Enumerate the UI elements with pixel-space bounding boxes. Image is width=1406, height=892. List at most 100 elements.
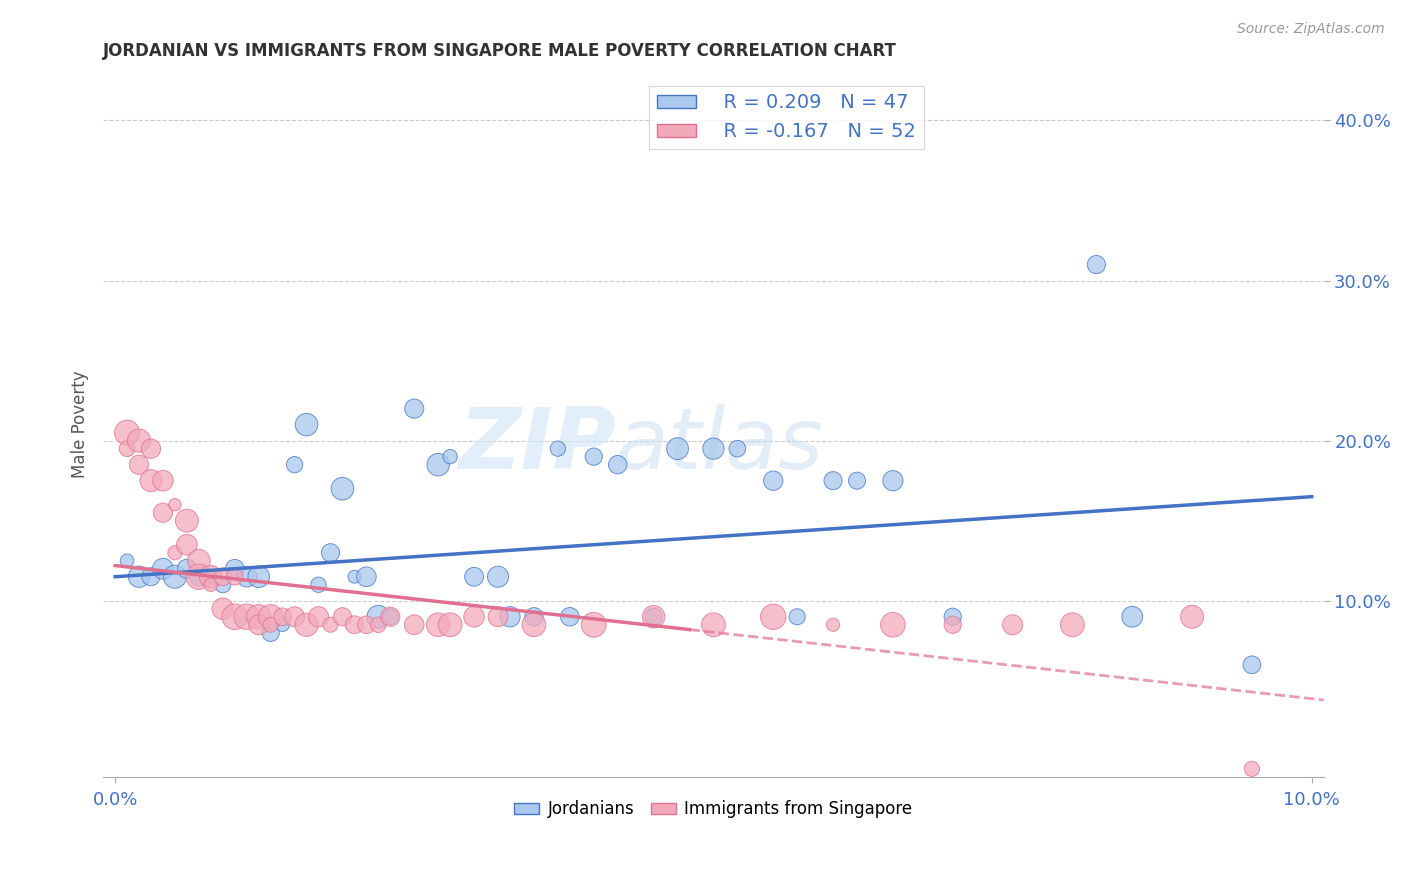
Text: JORDANIAN VS IMMIGRANTS FROM SINGAPORE MALE POVERTY CORRELATION CHART: JORDANIAN VS IMMIGRANTS FROM SINGAPORE M…: [103, 42, 897, 60]
Point: [211, 570, 233, 584]
Point: [139, 570, 162, 584]
Point: [332, 609, 354, 624]
Point: [332, 482, 354, 496]
Point: [176, 538, 198, 552]
Point: [523, 609, 546, 624]
Point: [200, 570, 222, 584]
Point: [260, 609, 283, 624]
Point: [558, 609, 581, 624]
Point: [115, 442, 138, 456]
Point: [187, 554, 209, 568]
Text: Source: ZipAtlas.com: Source: ZipAtlas.com: [1237, 22, 1385, 37]
Point: [882, 617, 904, 632]
Point: [139, 474, 162, 488]
Point: [1062, 617, 1084, 632]
Point: [271, 609, 294, 624]
Point: [163, 570, 186, 584]
Point: [319, 617, 342, 632]
Point: [284, 458, 307, 472]
Point: [463, 609, 485, 624]
Point: [762, 609, 785, 624]
Point: [356, 617, 378, 632]
Point: [235, 609, 257, 624]
Point: [823, 474, 845, 488]
Point: [367, 609, 389, 624]
Point: [582, 617, 605, 632]
Point: [823, 617, 845, 632]
Point: [176, 562, 198, 576]
Point: [702, 617, 724, 632]
Point: [152, 474, 174, 488]
Point: [404, 401, 426, 416]
Point: [762, 474, 785, 488]
Point: [547, 442, 569, 456]
Point: [725, 442, 748, 456]
Point: [319, 546, 342, 560]
Point: [942, 609, 965, 624]
Point: [786, 609, 808, 624]
Point: [211, 601, 233, 615]
Point: [128, 458, 150, 472]
Point: [427, 458, 450, 472]
Point: [343, 570, 366, 584]
Point: [380, 609, 402, 624]
Point: [200, 570, 222, 584]
Point: [1001, 617, 1024, 632]
Point: [247, 570, 270, 584]
Point: [284, 609, 307, 624]
Point: [308, 609, 330, 624]
Point: [260, 617, 283, 632]
Point: [356, 570, 378, 584]
Point: [380, 609, 402, 624]
Point: [486, 609, 509, 624]
Point: [295, 617, 318, 632]
Point: [308, 578, 330, 592]
Point: [439, 617, 461, 632]
Point: [163, 498, 186, 512]
Point: [224, 570, 246, 584]
Point: [128, 570, 150, 584]
Point: [486, 570, 509, 584]
Point: [582, 450, 605, 464]
Point: [1181, 609, 1204, 624]
Point: [163, 546, 186, 560]
Point: [152, 506, 174, 520]
Point: [295, 417, 318, 432]
Point: [439, 450, 461, 464]
Point: [463, 570, 485, 584]
Y-axis label: Male Poverty: Male Poverty: [72, 371, 89, 478]
Point: [224, 609, 246, 624]
Point: [427, 617, 450, 632]
Point: [176, 514, 198, 528]
Point: [200, 578, 222, 592]
Point: [846, 474, 869, 488]
Point: [260, 625, 283, 640]
Point: [139, 442, 162, 456]
Point: [1085, 258, 1108, 272]
Point: [115, 554, 138, 568]
Point: [882, 474, 904, 488]
Point: [367, 617, 389, 632]
Point: [224, 562, 246, 576]
Point: [942, 617, 965, 632]
Point: [1121, 609, 1143, 624]
Point: [271, 617, 294, 632]
Point: [247, 617, 270, 632]
Point: [606, 458, 628, 472]
Point: [247, 609, 270, 624]
Point: [702, 442, 724, 456]
Point: [499, 609, 522, 624]
Point: [187, 570, 209, 584]
Point: [666, 442, 689, 456]
Point: [343, 617, 366, 632]
Point: [235, 570, 257, 584]
Legend: Jordanians, Immigrants from Singapore: Jordanians, Immigrants from Singapore: [508, 794, 920, 825]
Point: [1240, 762, 1263, 776]
Point: [187, 570, 209, 584]
Point: [115, 425, 138, 440]
Point: [152, 562, 174, 576]
Text: atlas: atlas: [616, 404, 824, 487]
Point: [404, 617, 426, 632]
Point: [643, 609, 665, 624]
Point: [1240, 657, 1263, 672]
